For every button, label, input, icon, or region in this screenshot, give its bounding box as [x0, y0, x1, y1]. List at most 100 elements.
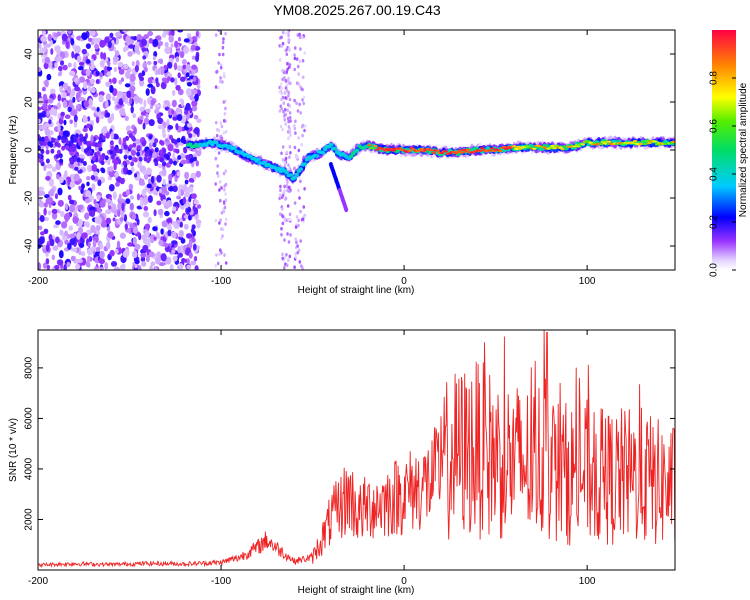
spectrogram-cell — [61, 145, 66, 151]
spectrogram-cell — [130, 149, 137, 156]
spectrogram-cell — [138, 181, 146, 186]
spectrogram-cell — [56, 31, 61, 37]
spectrogram-cell — [124, 223, 128, 230]
spectrogram-cell — [137, 265, 142, 270]
spectrogram-cell — [88, 37, 92, 42]
spectrogram-cell — [288, 254, 292, 259]
spectrogram-ridge-cell — [504, 147, 509, 150]
spectrogram-cell — [88, 149, 92, 155]
spectrogram-cell — [64, 114, 71, 119]
spectrogram-cell — [140, 252, 147, 258]
spectrogram-cell — [126, 169, 133, 175]
spectrogram-cell — [123, 214, 128, 222]
spectrogram-cell — [183, 38, 190, 43]
spectrogram-cell — [280, 151, 283, 156]
spectrogram-cell — [160, 253, 167, 262]
spectrogram-cell — [217, 174, 220, 178]
spectrogram-cell — [288, 212, 292, 217]
spectrogram-cell — [286, 67, 289, 72]
spectrogram-cell — [93, 171, 99, 177]
colorbar-tick-label: 0.0 — [709, 263, 720, 277]
spectrogram-cell — [73, 61, 77, 70]
spectrogram-cell — [90, 209, 96, 218]
spectrogram-cell — [286, 62, 289, 66]
spectrogram-cell — [45, 258, 50, 265]
spectrogram-cell — [280, 97, 283, 102]
spectrogram-ridge-cell — [516, 145, 521, 148]
spectrogram-cell — [184, 110, 189, 115]
spectrogram-cell — [41, 136, 46, 142]
spectrogram-cell — [223, 253, 226, 257]
spectrogram-ridge-cell — [373, 144, 378, 148]
spectrogram-cell — [164, 210, 170, 217]
spectrogram-cell — [219, 76, 222, 80]
spectrogram-cell — [178, 188, 181, 197]
spectrogram-cell — [118, 137, 122, 145]
spectrogram-cell — [162, 178, 166, 186]
spectrogram-cell — [77, 66, 84, 71]
spectrogram-cell — [39, 215, 45, 223]
spectrogram-cell — [69, 204, 75, 213]
spectrogram-cell — [67, 242, 72, 250]
spectrogram-cell — [78, 178, 82, 184]
spectrogram-cell — [195, 30, 199, 38]
spectrogram-cell — [104, 155, 109, 161]
spectrogram-cell — [159, 157, 164, 163]
spectrogram-ridge-cell — [375, 148, 380, 151]
spectrogram-cell — [283, 160, 287, 165]
spectrogram-cell — [144, 152, 149, 158]
spectrogram-cell — [179, 98, 184, 104]
spectrogram-cell — [67, 177, 71, 186]
spectrogram-cell — [90, 87, 96, 94]
spectrogram-cell — [215, 69, 219, 74]
spectrogram-ridge-cell — [465, 148, 471, 151]
spectrogram-ridge-cell — [419, 148, 424, 151]
spectrogram-y-tick-label: -20 — [24, 190, 35, 205]
spectrogram-cell — [172, 206, 177, 212]
spectrogram-cell — [78, 226, 83, 234]
spectrogram-cell — [65, 138, 69, 145]
spectrogram-cell — [160, 81, 167, 90]
spectrogram-cell — [98, 136, 103, 142]
spectrogram-cell — [278, 193, 282, 197]
spectrogram-cell — [73, 156, 77, 162]
spectrogram-cell — [279, 184, 282, 189]
spectrogram-cell — [64, 239, 69, 245]
spectrogram-cell — [146, 167, 152, 175]
spectrogram-cell — [113, 66, 118, 73]
spectrogram-cell — [284, 79, 288, 83]
spectrogram-cell — [72, 216, 78, 224]
spectrogram-cell — [168, 158, 173, 164]
spectrogram-ridge-cell — [288, 173, 293, 177]
spectrogram-cell — [76, 232, 81, 240]
spectrogram-cell — [293, 98, 296, 103]
spectrogram-cell — [92, 240, 97, 248]
spectrogram-cell — [45, 158, 50, 164]
spectrogram-cell — [96, 194, 101, 200]
spectrogram-cell — [164, 41, 169, 48]
spectrogram-cell — [85, 59, 91, 64]
spectrogram-cell — [129, 223, 134, 229]
spectrogram-cell — [302, 101, 306, 106]
spectrogram-cell — [43, 202, 48, 208]
spectrogram-cell — [172, 221, 178, 226]
spectrogram-cell — [48, 178, 55, 187]
spectrogram-cell — [172, 185, 178, 193]
spectrogram-cell — [280, 226, 283, 231]
spectrogram-cell — [195, 160, 199, 167]
spectrogram-cell — [179, 51, 185, 59]
spectrogram-ridge-cell — [439, 151, 444, 155]
spectrogram-cell — [300, 124, 304, 129]
spectrogram-cell — [224, 222, 227, 226]
spectrogram-cell — [186, 64, 191, 72]
spectrogram-cell — [44, 135, 49, 141]
spectrogram-cell — [223, 188, 226, 192]
spectrogram-cell — [134, 173, 138, 178]
spectrogram-cell — [95, 51, 100, 56]
spectrogram-cell — [54, 62, 58, 68]
spectrogram-cell — [126, 90, 132, 99]
spectrogram-cell — [164, 46, 171, 55]
spectrogram-cell — [57, 135, 62, 141]
spectrogram-cell — [180, 204, 185, 210]
spectrogram-cell — [95, 79, 100, 84]
